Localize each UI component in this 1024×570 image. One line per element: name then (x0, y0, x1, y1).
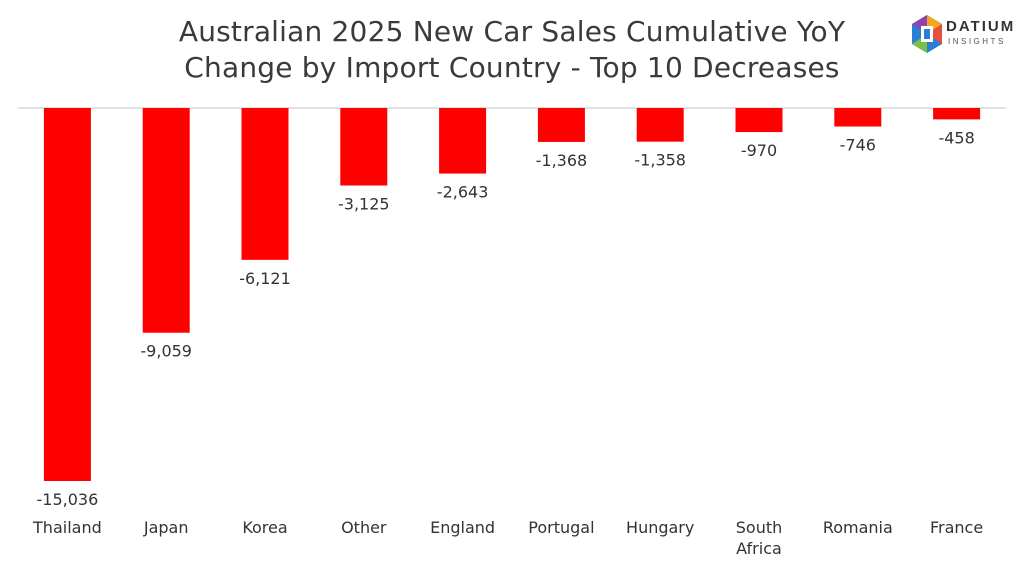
category-tick-label: Portugal (528, 518, 594, 537)
category-tick-label: Romania (823, 518, 893, 537)
bar (43, 108, 91, 481)
data-label: -458 (938, 128, 974, 147)
category-tick-label: Thailand (32, 518, 102, 537)
bar (537, 108, 585, 142)
datium-logo: DATIUM INSIGHTS (910, 14, 1020, 58)
data-label: -746 (840, 136, 876, 155)
category-tick-label: Japan (143, 518, 189, 537)
data-label: -9,059 (140, 342, 192, 361)
data-label: -15,036 (37, 490, 99, 509)
data-label: -6,121 (239, 269, 291, 288)
category-tick-label: England (430, 518, 495, 537)
bar (142, 108, 190, 333)
bar (241, 108, 289, 260)
bar (439, 108, 487, 174)
category-tick-label: Korea (242, 518, 287, 537)
category-tick-label: France (930, 518, 983, 537)
category-tick-label: Africa (736, 539, 782, 558)
data-label: -970 (741, 141, 777, 160)
chart-title: Australian 2025 New Car Sales Cumulative… (120, 14, 904, 86)
datium-hex-logo-icon (912, 15, 942, 53)
chart-title-line-2: Change by Import Country - Top 10 Decrea… (184, 51, 840, 84)
bar (636, 108, 684, 142)
logo-subtitle: INSIGHTS (948, 37, 1006, 46)
bar (340, 108, 388, 186)
category-tick-label: South (736, 518, 783, 537)
data-label: -2,643 (437, 183, 489, 202)
data-label: -1,368 (536, 151, 588, 170)
bar (735, 108, 783, 133)
category-tick-label: Hungary (626, 518, 694, 537)
chart-title-line-1: Australian 2025 New Car Sales Cumulative… (178, 15, 846, 48)
category-tick-label: Other (341, 518, 387, 537)
logo-name: DATIUM (946, 18, 1016, 35)
data-label: -1,358 (634, 151, 686, 170)
bar (933, 108, 981, 120)
bar (834, 108, 882, 127)
data-label: -3,125 (338, 195, 390, 214)
